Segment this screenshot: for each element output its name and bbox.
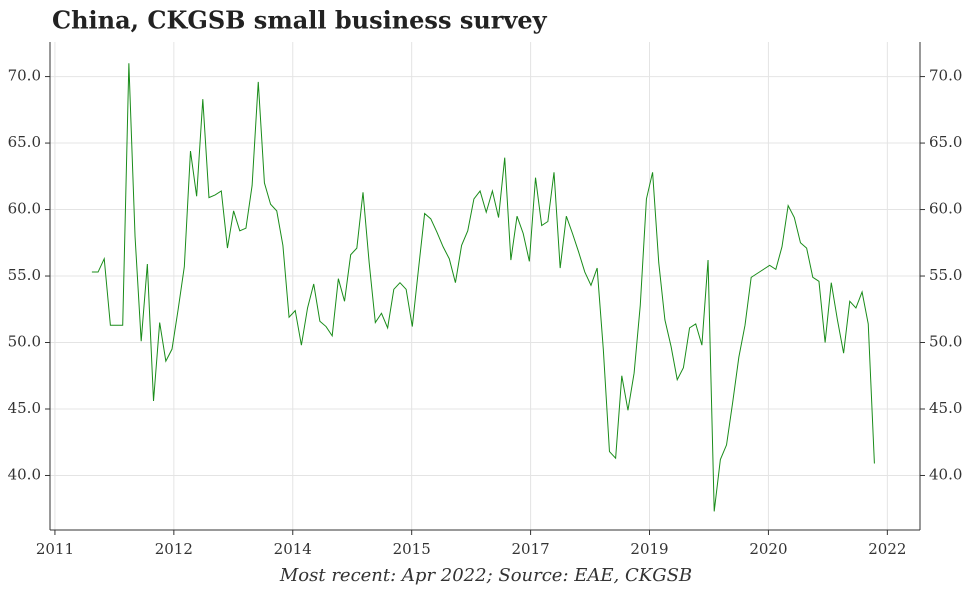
data-line: [91, 63, 875, 512]
y-tick-label: 60.0: [8, 200, 41, 218]
y-tick-label: 65.0: [8, 133, 41, 151]
y2-tick-label: 55.0: [929, 266, 962, 284]
x-tick-label: 2017: [512, 540, 550, 558]
y2-tick-label: 70.0: [929, 67, 962, 85]
x-tick-label: 2015: [393, 540, 431, 558]
y-tick-label: 50.0: [8, 333, 41, 351]
y-tick-label: 70.0: [8, 67, 41, 85]
x-tick-label: 2020: [749, 540, 787, 558]
y2-tick-label: 40.0: [929, 465, 962, 483]
y-tick-label: 40.0: [8, 465, 41, 483]
y2-tick-label: 65.0: [929, 133, 962, 151]
y2-tick-label: 45.0: [929, 399, 962, 417]
x-tick-label: 2014: [274, 540, 312, 558]
y-tick-label: 45.0: [8, 399, 41, 417]
x-tick-label: 2019: [630, 540, 668, 558]
y2-tick-label: 50.0: [929, 333, 962, 351]
x-tick-label: 2012: [155, 540, 193, 558]
x-tick-label: 2022: [868, 540, 906, 558]
footnote: Most recent: Apr 2022; Source: EAE, CKGS…: [279, 565, 692, 586]
y2-tick-label: 60.0: [929, 200, 962, 218]
chart-title: China, CKGSB small business survey: [52, 6, 548, 35]
y-tick-label: 55.0: [8, 266, 41, 284]
x-tick-label: 2011: [36, 540, 74, 558]
